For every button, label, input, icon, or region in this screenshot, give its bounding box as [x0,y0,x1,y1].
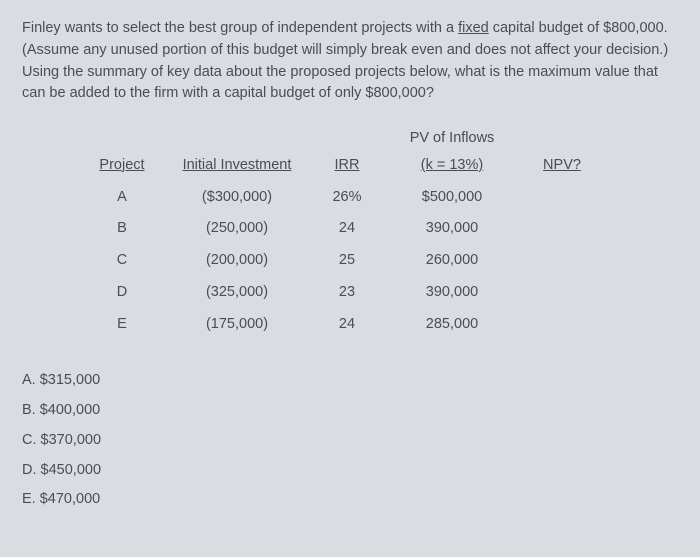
cell-irr: 24 [312,309,382,341]
cell-project: B [82,213,162,245]
cell-initial: ($300,000) [162,182,312,214]
pv-header-top: PV of Inflows [382,123,522,150]
answer-choices: A. $315,000 B. $400,000 C. $370,000 D. $… [22,370,678,511]
choice-a[interactable]: A. $315,000 [22,370,678,392]
cell-initial: (200,000) [162,245,312,277]
cell-project: C [82,245,162,277]
cell-project: A [82,182,162,214]
table-header-row: Project Initial Investment IRR (k = 13%)… [82,150,602,182]
choice-d[interactable]: D. $450,000 [22,460,678,482]
cell-pv: 285,000 [382,309,522,341]
cell-irr: 26% [312,182,382,214]
project-table: PV of Inflows Project Initial Investment… [82,123,602,340]
cell-pv: 260,000 [382,245,522,277]
header-pv: (k = 13%) [421,157,483,173]
question-part1a: Finley wants to select the best group of… [22,20,458,36]
cell-pv: 390,000 [382,213,522,245]
choice-e[interactable]: E. $470,000 [22,489,678,511]
cell-initial: (250,000) [162,213,312,245]
header-initial: Initial Investment [183,157,292,173]
cell-irr: 24 [312,213,382,245]
cell-initial: (175,000) [162,309,312,341]
table-row: B (250,000) 24 390,000 [82,213,602,245]
cell-initial: (325,000) [162,277,312,309]
header-npv: NPV? [543,157,581,173]
cell-pv: $500,000 [382,182,522,214]
table-row: A ($300,000) 26% $500,000 [82,182,602,214]
header-project: Project [99,157,144,173]
cell-irr: 23 [312,277,382,309]
question-text: Finley wants to select the best group of… [22,18,678,105]
cell-pv: 390,000 [382,277,522,309]
cell-irr: 25 [312,245,382,277]
choice-c[interactable]: C. $370,000 [22,430,678,452]
question-fixed: fixed [458,20,489,36]
header-irr: IRR [335,157,360,173]
cell-project: E [82,309,162,341]
table-row: C (200,000) 25 260,000 [82,245,602,277]
cell-project: D [82,277,162,309]
table-row: D (325,000) 23 390,000 [82,277,602,309]
data-table-wrap: PV of Inflows Project Initial Investment… [22,123,678,340]
table-row: E (175,000) 24 285,000 [82,309,602,341]
choice-b[interactable]: B. $400,000 [22,400,678,422]
